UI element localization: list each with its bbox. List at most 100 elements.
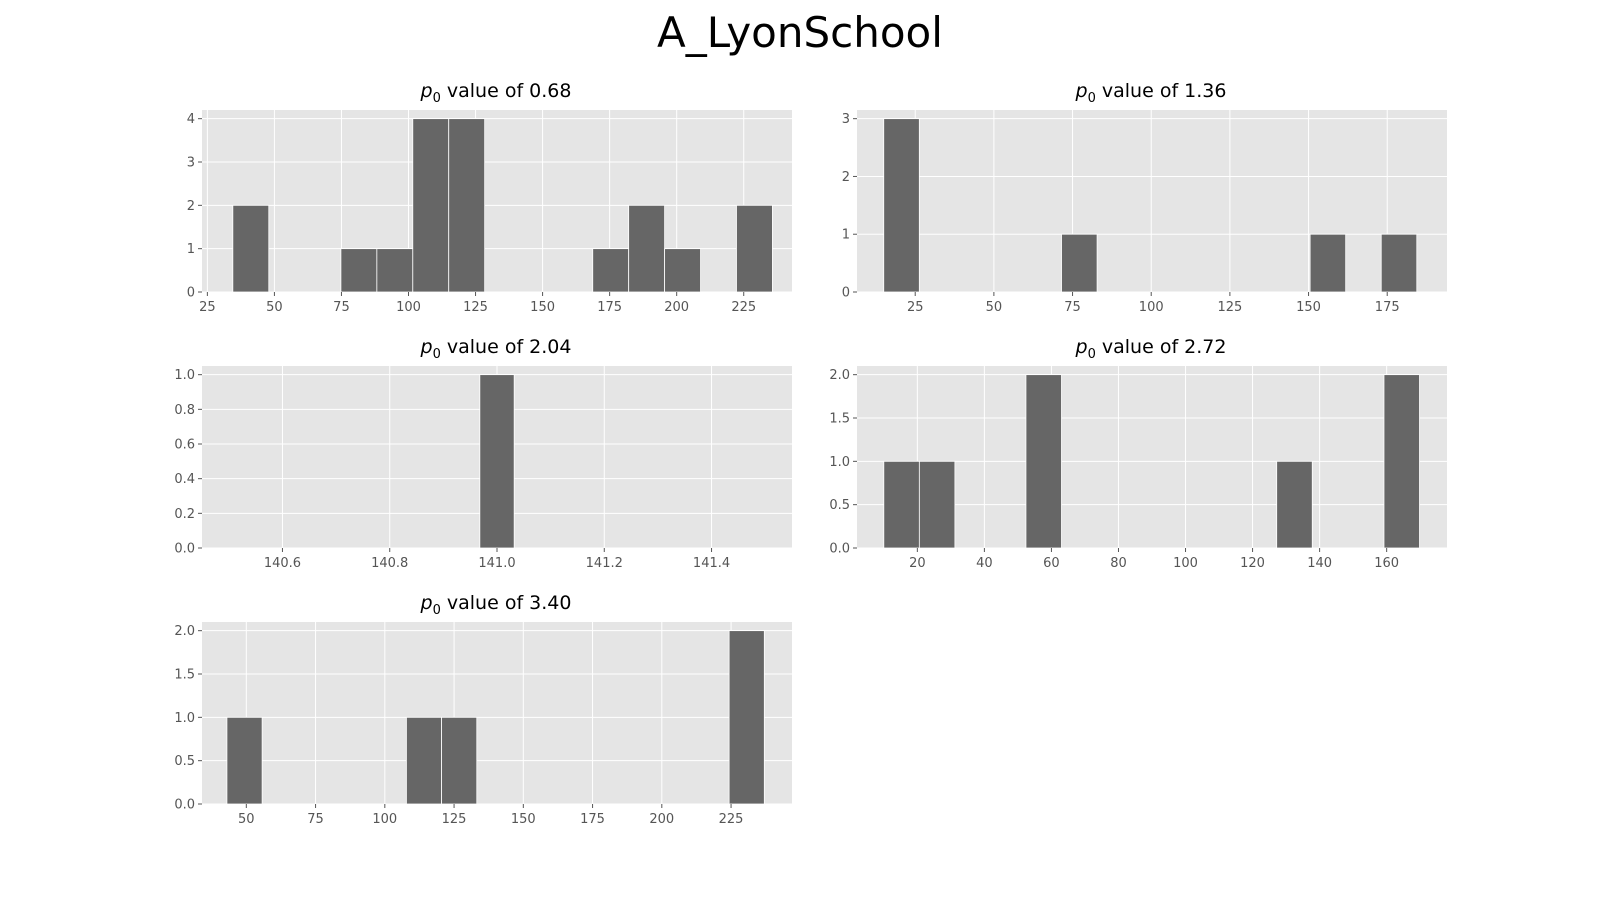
x-tick-label: 200: [649, 812, 674, 827]
panel-title: p0 value of 0.68: [200, 80, 792, 106]
panel-title-subscript: 0: [432, 346, 441, 362]
x-tick-label: 141.2: [586, 556, 623, 571]
x-tick-label: 160: [1374, 556, 1399, 571]
histogram-bar: [728, 630, 765, 805]
x-tick-label: 60: [1043, 556, 1060, 571]
plot-background: [202, 110, 792, 292]
plot-background: [202, 622, 792, 804]
y-tick-label: 3: [842, 112, 850, 127]
y-tick-label: 2: [187, 199, 195, 214]
y-tick-label: 0.5: [174, 754, 195, 769]
x-tick-label: 225: [731, 300, 756, 315]
panel-title-text: value of 2.04: [440, 336, 572, 358]
x-tick-label: 150: [1296, 300, 1321, 315]
histogram-bar: [1380, 233, 1418, 293]
histogram-chart: 25 50 75 100 125 150 175 0 1 2 3: [842, 110, 1447, 315]
histogram-bar: [1025, 374, 1062, 549]
x-tick-label: 125: [1217, 300, 1242, 315]
histogram-bar: [918, 460, 956, 549]
y-tick-label: 0.8: [174, 403, 195, 418]
y-tick-label: 3: [187, 156, 195, 171]
histogram-bar: [592, 248, 630, 293]
panel-title-text: value of 0.68: [440, 80, 572, 102]
panel-title-text: value of 2.72: [1095, 336, 1227, 358]
x-tick-label: 50: [238, 812, 255, 827]
x-tick-label: 175: [597, 300, 622, 315]
y-tick-label: 0.0: [829, 542, 850, 557]
y-tick-label: 0.0: [174, 542, 195, 557]
histogram-bar: [412, 118, 450, 293]
y-tick-label: 0.5: [829, 498, 850, 513]
histogram-bar: [376, 248, 414, 293]
histogram-bar: [664, 248, 701, 293]
x-tick-label: 100: [396, 300, 421, 315]
y-tick-label: 2: [842, 170, 850, 185]
x-tick-label: 150: [511, 812, 536, 827]
panel-title-symbol: p: [420, 336, 433, 358]
histogram-panel-p0-2.72: p0 value of 2.72 20 40 60 80 100 120 140 160 0.0…: [800, 336, 1450, 571]
x-tick-label: 20: [909, 556, 926, 571]
y-tick-label: 1.0: [174, 711, 195, 726]
histogram-bar: [448, 118, 486, 293]
panel-title: p0 value of 2.72: [855, 336, 1447, 362]
histogram-bar: [479, 374, 515, 549]
x-tick-label: 75: [307, 812, 324, 827]
y-tick-label: 1.0: [174, 368, 195, 383]
x-tick-label: 125: [442, 812, 467, 827]
x-tick-label: 120: [1240, 556, 1265, 571]
y-tick-label: 1.0: [829, 455, 850, 470]
x-tick-label: 100: [372, 812, 397, 827]
x-tick-label: 141.0: [478, 556, 515, 571]
y-tick-label: 0.6: [174, 438, 195, 453]
y-tick-label: 1.5: [829, 412, 850, 427]
x-tick-label: 175: [1375, 300, 1400, 315]
y-tick-label: 0: [842, 286, 850, 301]
histogram-bar: [232, 204, 270, 293]
x-tick-label: 140.6: [264, 556, 301, 571]
x-tick-label: 125: [463, 300, 488, 315]
x-tick-label: 225: [719, 812, 744, 827]
histogram-bar: [226, 716, 263, 805]
histogram-chart: 20 40 60 80 100 120 140 160 0.0 0.5 1.0 1.5 2.0: [829, 366, 1447, 571]
histogram-chart: 140.6 140.8 141.0 141.2 141.4 0.0 0.2 0.4 0.6 0.8…: [174, 366, 792, 571]
y-tick-label: 4: [187, 112, 195, 127]
panel-title: p0 value of 2.04: [200, 336, 792, 362]
panel-title-text: value of 1.36: [1095, 80, 1227, 102]
x-tick-label: 25: [199, 300, 216, 315]
histogram-bar: [628, 204, 666, 293]
x-tick-label: 75: [1064, 300, 1081, 315]
x-tick-label: 25: [907, 300, 924, 315]
panel-title-symbol: p: [1075, 80, 1088, 102]
histogram-panel-p0-3.40: p0 value of 3.40 50 75 100 125 150 175 200 225 0…: [150, 592, 800, 827]
x-tick-label: 141.4: [693, 556, 730, 571]
x-tick-label: 100: [1173, 556, 1198, 571]
y-tick-label: 1.5: [174, 668, 195, 683]
y-tick-label: 2.0: [174, 624, 195, 639]
y-tick-label: 0.2: [174, 507, 195, 522]
x-tick-label: 50: [266, 300, 283, 315]
y-tick-label: 0: [187, 286, 195, 301]
histogram-bar: [883, 460, 920, 549]
panel-title-symbol: p: [1075, 336, 1088, 358]
histogram-bar: [883, 118, 920, 293]
panel-title: p0 value of 3.40: [200, 592, 792, 618]
histogram-bar: [736, 204, 773, 293]
histogram-bar: [1276, 460, 1313, 549]
panel-title-text: value of 3.40: [440, 592, 572, 614]
x-tick-label: 80: [1110, 556, 1127, 571]
histogram-chart: 25 50 75 100 125 150 175 200 225 0 1 2 3 4: [187, 110, 792, 315]
panel-title-subscript: 0: [432, 90, 441, 106]
plot-background: [857, 366, 1447, 548]
x-tick-label: 175: [580, 812, 605, 827]
x-tick-label: 50: [986, 300, 1003, 315]
panel-title-symbol: p: [420, 80, 433, 102]
histogram-bar: [406, 716, 443, 805]
histogram-chart: 50 75 100 125 150 175 200 225 0.0 0.5 1.0 1.5 2.0: [174, 622, 792, 827]
histogram-panel-p0-1.36: p0 value of 1.36 25 50 75 100 125 150 175 0 1 2 3: [800, 80, 1450, 315]
panel-title-subscript: 0: [432, 602, 441, 618]
histogram-bar: [441, 716, 478, 805]
y-tick-label: 1: [187, 242, 195, 257]
x-tick-label: 150: [530, 300, 555, 315]
plot-background: [857, 110, 1447, 292]
x-tick-label: 100: [1139, 300, 1164, 315]
